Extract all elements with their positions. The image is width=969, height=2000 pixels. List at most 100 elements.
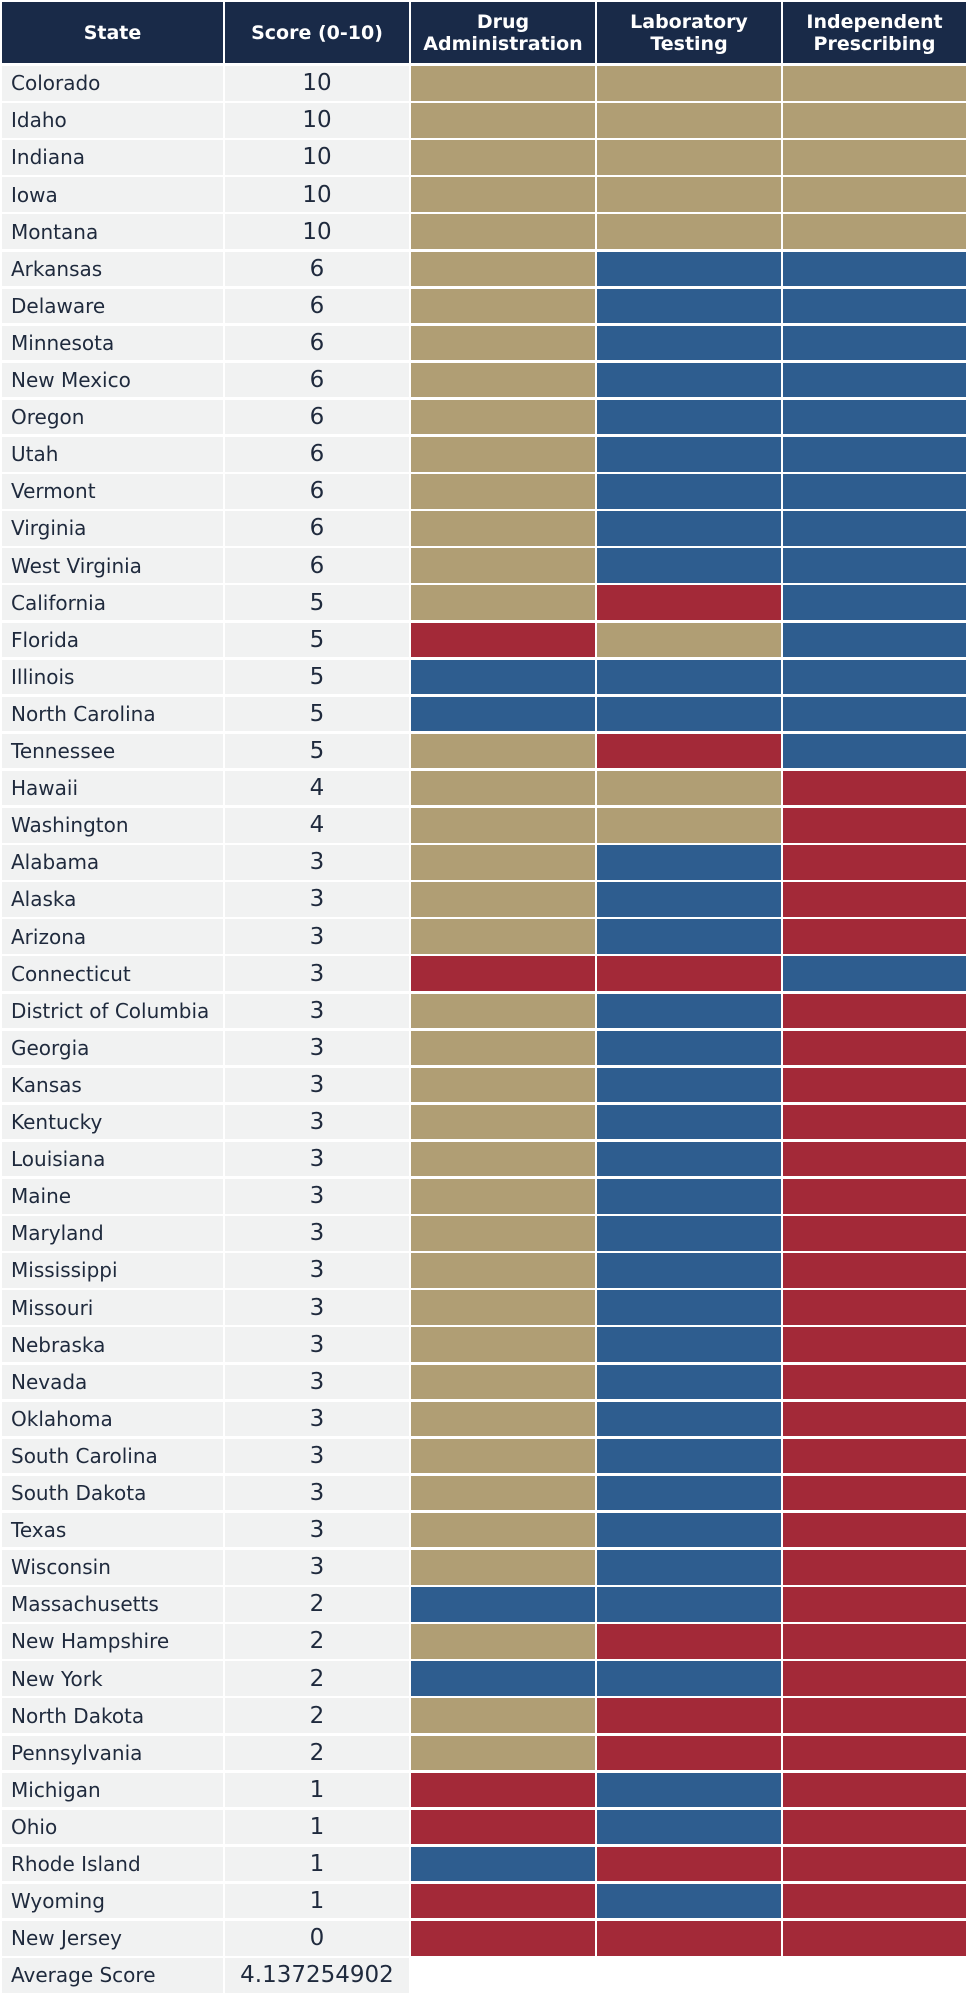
drug-administration-cell [411,845,595,880]
independent-prescribing-cell [783,1883,966,1919]
drug-administration-cell [411,140,595,175]
state-name-cell: South Carolina [2,1438,223,1474]
laboratory-testing-cell [597,437,781,472]
drug-administration-cell [411,1438,595,1474]
drug-administration-cell [411,474,595,509]
independent-prescribing-cell [783,696,966,732]
independent-prescribing-cell [783,1475,966,1511]
laboratory-testing-cell [597,362,781,398]
laboratory-testing-cell [597,1438,781,1474]
drug-administration-cell [411,659,595,695]
drug-administration-cell [411,66,595,101]
drug-administration-cell [411,993,595,1028]
score-cell: 3 [225,1141,409,1177]
drug-administration-cell [411,1735,595,1770]
score-cell: 0 [225,1921,409,1956]
independent-prescribing-cell [783,1921,966,1956]
header-laboratory-testing: Laboratory Testing [597,2,781,63]
drug-administration-cell [411,919,595,954]
independent-prescribing-cell [783,288,966,324]
laboratory-testing-cell [597,1141,781,1177]
state-name-cell: Montana [2,214,223,249]
state-name-cell: Mississippi [2,1253,223,1288]
drug-administration-cell [411,103,595,138]
laboratory-testing-cell [597,1253,781,1288]
independent-prescribing-cell [783,140,966,175]
laboratory-testing-cell [597,1512,781,1548]
independent-prescribing-cell [783,325,966,361]
laboratory-testing-cell [597,1735,781,1770]
laboratory-testing-cell [597,770,781,806]
drug-administration-cell [411,362,595,398]
score-cell: 3 [225,956,409,991]
score-cell: 1 [225,1809,409,1845]
laboratory-testing-cell [597,1179,781,1214]
independent-prescribing-cell [783,1846,966,1882]
laboratory-testing-cell [597,882,781,917]
drug-administration-cell [411,882,595,917]
independent-prescribing-cell [783,103,966,138]
independent-prescribing-cell [783,845,966,880]
state-name-cell: Washington [2,808,223,843]
drug-administration-cell [411,1512,595,1548]
laboratory-testing-cell [597,548,781,583]
score-cell: 2 [225,1587,409,1622]
independent-prescribing-cell [783,622,966,657]
score-cell: 1 [225,1883,409,1919]
laboratory-testing-cell [597,1401,781,1437]
average-score-value: 4.137254902 [225,1958,409,1993]
drug-administration-cell [411,548,595,583]
laboratory-testing-cell [597,1216,781,1251]
independent-prescribing-cell [783,1438,966,1474]
laboratory-testing-cell [597,399,781,435]
score-cell: 5 [225,622,409,657]
laboratory-testing-cell [597,1104,781,1140]
independent-prescribing-cell [783,733,966,769]
drug-administration-cell [411,1698,595,1733]
independent-prescribing-cell [783,808,966,843]
state-name-cell: North Dakota [2,1698,223,1733]
score-cell: 1 [225,1772,409,1808]
independent-prescribing-cell [783,1290,966,1325]
laboratory-testing-cell [597,288,781,324]
laboratory-testing-cell [597,511,781,546]
laboratory-testing-cell [597,1290,781,1325]
laboratory-testing-cell [597,1698,781,1733]
independent-prescribing-cell [783,1364,966,1399]
score-cell: 6 [225,325,409,361]
independent-prescribing-cell [783,1401,966,1437]
independent-prescribing-cell [783,1179,966,1214]
state-name-cell: California [2,585,223,620]
score-cell: 2 [225,1661,409,1696]
drug-administration-cell [411,733,595,769]
state-name-cell: Iowa [2,177,223,212]
laboratory-testing-cell [597,251,781,286]
drug-administration-cell [411,325,595,361]
independent-prescribing-cell [783,66,966,101]
state-name-cell: Kentucky [2,1104,223,1140]
drug-administration-cell [411,1364,595,1399]
score-cell: 3 [225,1438,409,1474]
state-name-cell: District of Columbia [2,993,223,1028]
score-cell: 3 [225,919,409,954]
independent-prescribing-cell [783,1030,966,1066]
score-cell: 6 [225,548,409,583]
independent-prescribing-cell [783,251,966,286]
score-cell: 3 [225,1216,409,1251]
score-cell: 3 [225,1179,409,1214]
independent-prescribing-cell [783,1624,966,1659]
drug-administration-cell [411,1104,595,1140]
independent-prescribing-cell [783,177,966,212]
header-independent-prescribing: Independent Prescribing [783,2,966,63]
drug-administration-cell [411,288,595,324]
state-name-cell: Kansas [2,1067,223,1103]
score-cell: 2 [225,1624,409,1659]
score-cell: 3 [225,1327,409,1362]
drug-administration-cell [411,399,595,435]
state-name-cell: Wisconsin [2,1550,223,1585]
laboratory-testing-cell [597,177,781,212]
drug-administration-cell [411,622,595,657]
drug-administration-cell [411,1772,595,1808]
score-cell: 3 [225,882,409,917]
